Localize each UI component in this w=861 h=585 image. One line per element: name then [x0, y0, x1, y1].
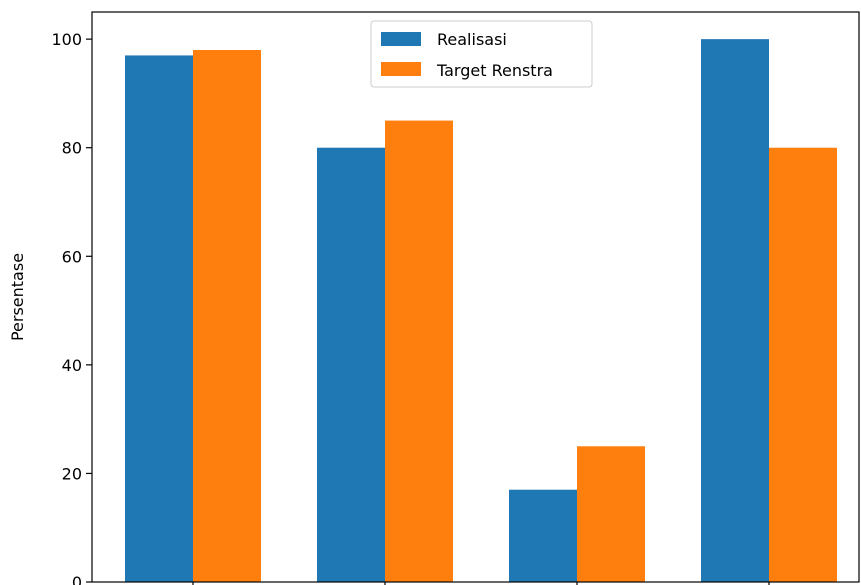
- legend: Realisasi Target Renstra: [370, 20, 593, 88]
- y-tick-label-60: 60: [62, 247, 82, 266]
- bar-target-renstra-4: [769, 147, 837, 582]
- x-axis: [192, 582, 770, 585]
- legend-swatch-realisasi: [381, 32, 421, 46]
- y-tick-label-0: 0: [72, 573, 82, 585]
- y-tick-label-80: 80: [62, 139, 82, 158]
- y-tick-label-20: 20: [62, 464, 82, 483]
- y-tick-label-100: 100: [51, 30, 82, 49]
- bar-target-renstra-1: [193, 50, 261, 582]
- bar-realisasi-3: [509, 489, 577, 582]
- plot-frame: [91, 11, 860, 583]
- bar-target-renstra-2: [385, 120, 453, 583]
- bar-realisasi-2: [317, 147, 385, 582]
- legend-label-target-renstra: Target Renstra: [436, 61, 553, 80]
- bar-target-renstra-3: [577, 446, 645, 582]
- y-axis-label: Persentase: [8, 253, 27, 341]
- bar-realisasi-1: [125, 55, 193, 582]
- legend-box: [370, 20, 593, 88]
- y-axis: 0 20 40 60 80 100: [51, 30, 92, 585]
- legend-label-realisasi: Realisasi: [437, 30, 507, 49]
- legend-swatch-target-renstra: [381, 62, 421, 76]
- bar-realisasi-4: [701, 39, 769, 582]
- bars-layer: [125, 39, 837, 583]
- y-tick-label-40: 40: [62, 356, 82, 375]
